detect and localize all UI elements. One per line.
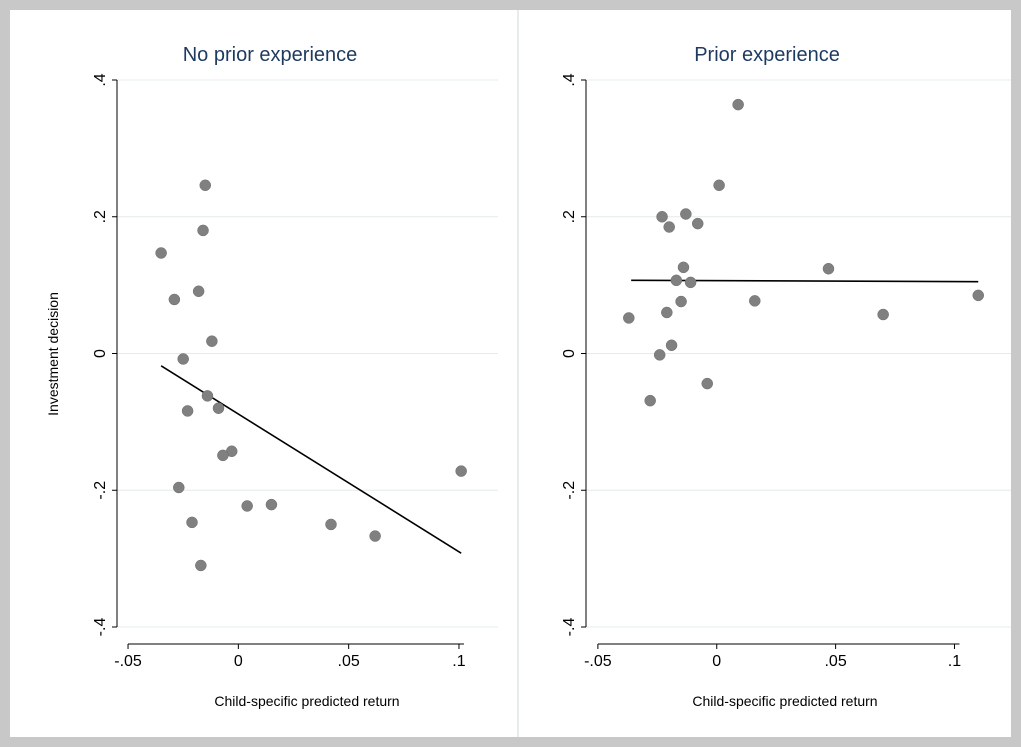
data-point <box>713 179 725 192</box>
x-tick-label: -.05 <box>114 653 142 670</box>
data-point <box>155 247 167 259</box>
y-axis-label: Investment decision <box>45 292 61 416</box>
data-point <box>181 405 194 417</box>
data-point <box>732 98 744 111</box>
data-point <box>822 262 835 275</box>
y-tick-label: 0 <box>92 349 109 358</box>
data-point <box>680 208 692 220</box>
data-point <box>195 559 207 572</box>
x-tick-label: 0 <box>712 653 721 670</box>
data-point <box>656 211 668 223</box>
data-point <box>877 308 889 321</box>
data-point <box>197 224 209 237</box>
y-tick-label: -.4 <box>92 618 109 637</box>
data-point <box>173 481 185 494</box>
y-tick-label: .4 <box>561 73 578 86</box>
data-point <box>168 293 181 306</box>
data-point <box>663 221 675 233</box>
y-tick-label: -.2 <box>92 481 109 500</box>
data-point <box>661 306 673 319</box>
y-tick-label: .2 <box>92 210 109 223</box>
x-tick-label: .05 <box>338 653 360 670</box>
data-point <box>670 274 683 287</box>
data-point <box>369 530 381 542</box>
panel-title: No prior experience <box>183 44 358 66</box>
y-tick-label: -.2 <box>561 481 578 500</box>
figure-frame <box>10 10 1011 737</box>
x-axis-label: Child-specific predicted return <box>214 693 399 709</box>
data-point <box>653 349 666 361</box>
data-point <box>206 335 218 347</box>
x-axis-label: Child-specific predicted return <box>692 693 877 709</box>
data-point <box>265 498 278 511</box>
data-point <box>972 289 984 302</box>
data-point <box>644 394 656 407</box>
data-point <box>325 518 337 531</box>
x-tick-label: 0 <box>234 653 243 670</box>
x-tick-label: .1 <box>452 653 465 670</box>
data-point <box>684 276 697 289</box>
data-point <box>623 312 635 324</box>
x-tick-label: -.05 <box>584 653 612 670</box>
y-tick-label: .2 <box>561 210 578 223</box>
data-point <box>675 295 687 308</box>
data-point <box>749 295 761 307</box>
data-point <box>455 465 467 477</box>
data-point <box>199 179 211 192</box>
panel-prior-experience: Prior experience Child-specific predicte… <box>561 44 1011 709</box>
x-tick-label: .05 <box>824 653 846 670</box>
data-point <box>212 402 225 414</box>
data-point <box>677 261 690 274</box>
data-point <box>701 377 713 390</box>
y-tick-label: .4 <box>92 73 109 86</box>
data-point <box>192 285 205 298</box>
data-point <box>201 390 214 402</box>
data-point <box>241 500 253 512</box>
panel-no-prior-experience: No prior experience Investment decision … <box>45 44 498 709</box>
data-point <box>691 217 704 230</box>
x-tick-label: .1 <box>948 653 961 670</box>
data-point <box>665 339 678 352</box>
data-point <box>177 353 189 365</box>
y-tick-label: 0 <box>561 349 578 358</box>
panel-title: Prior experience <box>694 44 840 66</box>
data-point <box>217 449 229 462</box>
y-tick-label: -.4 <box>561 618 578 637</box>
data-point <box>186 516 198 529</box>
